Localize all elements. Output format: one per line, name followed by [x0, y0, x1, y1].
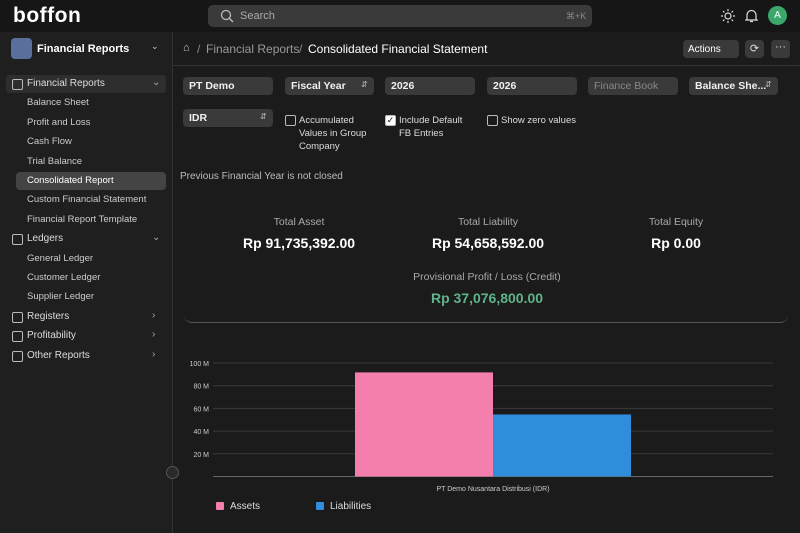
menu-item[interactable]: Customer Ledger	[27, 272, 101, 283]
summary-card-edge	[184, 312, 788, 323]
filter-field[interactable]: 2026	[385, 77, 475, 95]
summary-value: Rp 0.00	[651, 235, 701, 251]
filter-field[interactable]: Balance She...	[689, 77, 778, 95]
menu-group[interactable]: Ledgers	[27, 233, 64, 245]
menu-icon	[12, 350, 23, 362]
y-tick-label: 20 M	[193, 452, 209, 459]
search-icon	[220, 9, 234, 23]
select-arrow: ⇵	[765, 80, 772, 89]
workspace-icon	[11, 38, 32, 59]
summary-value: Rp 54,658,592.00	[431, 235, 545, 251]
menu-item[interactable]: Custom Financial Statement	[27, 194, 147, 206]
bar	[355, 372, 493, 477]
menu-chevron: ⌄	[152, 77, 161, 88]
breadcrumb-sep: /	[197, 42, 201, 56]
summary-label: Total Equity	[648, 216, 704, 228]
search-shortcut: ⌘+K	[566, 11, 587, 21]
home-icon[interactable]: ⌂	[183, 42, 190, 54]
logo: boffon	[13, 4, 82, 27]
y-tick-label: 80 M	[193, 384, 209, 391]
bar	[493, 414, 631, 477]
y-tick-label: 100 M	[190, 361, 210, 368]
menu-item[interactable]: Trial Balance	[27, 155, 83, 167]
checkbox-label: Show zero values	[501, 115, 576, 126]
checkbox-label: Accumulated Values in Group Company	[299, 115, 367, 152]
breadcrumb-link[interactable]: Financial Reports	[206, 42, 300, 56]
filter-field[interactable]: 2026	[487, 77, 577, 95]
filter-field[interactable]: IDR	[183, 109, 273, 127]
search-placeholder: Search	[240, 10, 275, 22]
filter-field[interactable]: PT Demo Nusantara	[183, 77, 273, 95]
y-tick-label: 60 M	[193, 406, 209, 413]
checkbox[interactable]: ✓	[385, 115, 396, 126]
summary-value: Rp 91,735,392.00	[242, 235, 356, 251]
workspace-title[interactable]: Financial Reports	[37, 43, 130, 55]
menu-chevron: ⌄	[152, 232, 161, 244]
sidebar	[0, 32, 173, 533]
breadcrumb-sep: /	[299, 42, 303, 56]
theme-icon[interactable]	[721, 9, 735, 23]
notice: Previous Financial Year is not closed	[180, 171, 343, 182]
menu-item[interactable]: General Ledger	[27, 252, 94, 264]
legend-label: Liabilities	[330, 501, 371, 512]
menu-item[interactable]: Consolidated Report	[27, 175, 114, 186]
menu-chevron: ›	[152, 348, 156, 360]
workspace-chevron: ⌄	[151, 41, 159, 51]
profit-value: Rp 37,076,800.00	[430, 290, 544, 306]
menu-group[interactable]: Other Reports	[27, 349, 90, 361]
menu-group[interactable]: Financial Reports	[27, 78, 105, 89]
refresh-button[interactable]: ⟳	[745, 40, 764, 58]
more-button[interactable]: ···	[771, 40, 790, 58]
menu-item[interactable]: Cash Flow	[27, 136, 72, 148]
menu-item[interactable]: Financial Report Template	[27, 213, 138, 225]
avatar[interactable]: A	[768, 6, 787, 25]
checkbox[interactable]	[285, 115, 296, 126]
actions-button[interactable]	[683, 40, 739, 58]
select-arrow: ⇵	[260, 112, 267, 121]
menu-item[interactable]: Profit and Loss	[27, 116, 91, 128]
divider	[173, 65, 800, 66]
checkbox[interactable]	[487, 115, 498, 126]
legend-swatch	[216, 502, 224, 510]
legend-label: Assets	[230, 501, 260, 512]
x-tick-label: PT Demo Nusantara Distribusi (IDR)	[436, 486, 549, 493]
menu-group[interactable]: Registers	[27, 310, 70, 322]
menu-item[interactable]: Supplier Ledger	[27, 291, 95, 303]
menu-group[interactable]: Profitability	[27, 330, 76, 342]
search-box[interactable]	[208, 5, 592, 27]
breadcrumb-current: Consolidated Financial Statement	[308, 42, 488, 56]
filter-field[interactable]: Fiscal Year	[285, 77, 374, 95]
chart: 20 M 40 M 60 M 80 M 100 M PT Demo Nusantara D…	[190, 361, 773, 512]
y-tick-label: 40 M	[193, 429, 209, 436]
lock-icon[interactable]	[166, 466, 179, 479]
profit-label: Provisional Profit / Loss (Credit)	[413, 271, 561, 283]
menu-active-bg	[16, 172, 166, 190]
menu-icon	[12, 331, 23, 343]
actions-label: Actions	[688, 44, 721, 55]
menu-chevron: ›	[152, 309, 156, 321]
filter-field[interactable]: Finance Book	[588, 77, 678, 95]
summary-label: Total Asset	[273, 216, 325, 228]
bell-icon[interactable]	[745, 9, 758, 23]
menu-icon	[12, 79, 23, 90]
menu-chevron: ›	[152, 329, 156, 341]
menu-group-bg	[6, 75, 166, 93]
legend-swatch	[316, 502, 324, 510]
menu-item[interactable]: Balance Sheet	[27, 97, 89, 109]
checkbox-label: Include Default FB Entries	[399, 115, 463, 139]
menu-icon	[12, 311, 23, 323]
select-arrow: ⇵	[361, 80, 368, 89]
summary-label: Total Liability	[457, 216, 519, 228]
menu-icon	[12, 234, 23, 246]
